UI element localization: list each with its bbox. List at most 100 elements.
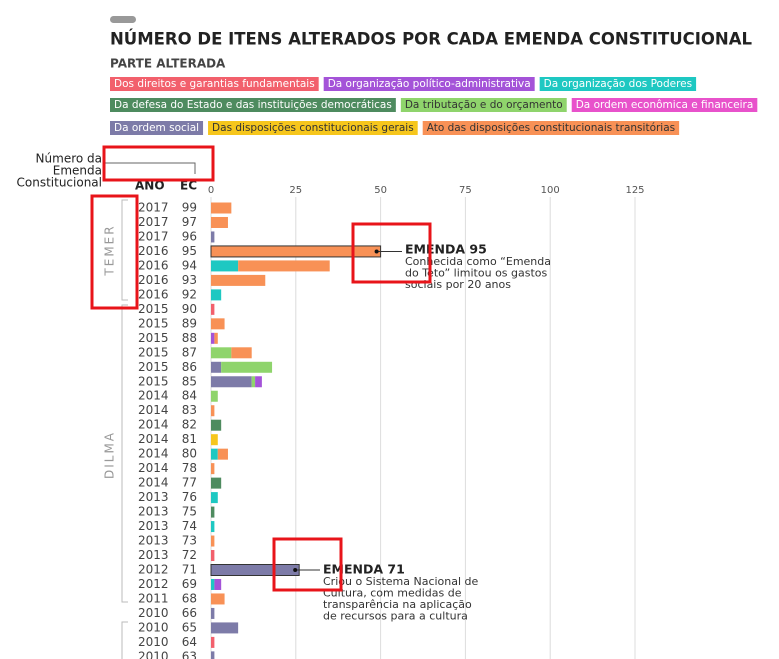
bar-segment [211, 303, 215, 315]
bar-segment [211, 463, 215, 475]
legend-swatch [323, 77, 535, 91]
year-label: 2010 [138, 649, 169, 659]
label-leader [104, 162, 196, 174]
year-label: 2014 [138, 476, 169, 490]
annotation-dot [374, 249, 379, 254]
year-label: 2014 [138, 461, 169, 475]
legend-label: Da organização político-administrativa [328, 78, 531, 90]
category-label: 84 [182, 389, 197, 403]
bar-segment [221, 361, 273, 373]
category-label: 90 [182, 302, 197, 316]
bar-segment [211, 332, 215, 344]
legend-label: Da ordem social [114, 122, 199, 134]
year-label: 2017 [138, 215, 169, 229]
annotation-text: transparência na aplicação [323, 598, 472, 611]
annotation-text: do Teto” limitou os gastos [405, 267, 548, 280]
legend-swatch [110, 121, 204, 135]
year-label: 2015 [138, 302, 169, 316]
category-label: 96 [182, 229, 197, 243]
bar-segment [211, 376, 252, 388]
legend-label: Ato das disposições constitucionais tran… [427, 122, 675, 134]
annotation-text: de recursos para a cultura [323, 610, 468, 623]
bar-segment [211, 405, 215, 417]
bar-segment [211, 593, 225, 605]
legend-label: Da defesa do Estado e das instituições d… [114, 99, 392, 111]
year-label: 2012 [138, 577, 169, 591]
year-label: 2016 [138, 258, 169, 272]
category-label: 82 [182, 418, 197, 432]
legend-label: Dos direitos e garantias fundamentais [114, 78, 315, 90]
era-bracket [121, 199, 128, 301]
bar-segment [211, 492, 218, 504]
year-header: ANO [135, 179, 165, 193]
category-label: 71 [182, 563, 197, 577]
x-tick-label: 0 [208, 185, 214, 196]
red-box [351, 222, 432, 284]
red-box [272, 537, 343, 592]
category-label: 85 [182, 374, 197, 388]
category-label: 73 [182, 534, 197, 548]
year-label: 2015 [138, 374, 169, 388]
category-label: 68 [182, 591, 197, 605]
legend-swatch [571, 98, 758, 112]
year-label: 2010 [138, 606, 169, 620]
era-label: TEMER [103, 224, 117, 276]
x-tick-label: 50 [374, 185, 387, 196]
category-label: 69 [182, 577, 197, 591]
year-label: 2015 [138, 360, 169, 374]
category-label: 86 [182, 360, 197, 374]
category-label: 66 [182, 606, 197, 620]
category-label: 94 [182, 258, 197, 272]
x-tick-label: 75 [459, 185, 472, 196]
category-label: 88 [182, 331, 197, 345]
legend-swatch [539, 77, 697, 91]
bar-segment [214, 578, 222, 590]
legend-title: PARTE ALTERADA [110, 57, 226, 71]
year-label: 2017 [138, 229, 169, 243]
year-label: 2014 [138, 403, 169, 417]
annotation-title: EMENDA 95 [405, 242, 487, 257]
bar-segment [211, 607, 215, 619]
bar-segment [211, 636, 215, 648]
year-label: 2014 [138, 389, 169, 403]
year-label: 2013 [138, 490, 169, 504]
bar-segment [211, 361, 222, 373]
legend-swatch [422, 121, 680, 135]
year-label: 2013 [138, 548, 169, 562]
year-label: 2010 [138, 635, 169, 649]
handle [110, 16, 136, 23]
bar-segment [211, 347, 232, 359]
x-tick-label: 100 [541, 185, 560, 196]
category-label: 87 [182, 345, 197, 359]
category-label: 83 [182, 403, 197, 417]
bar-segment [211, 274, 266, 286]
bar-segment [211, 622, 239, 634]
category-label: 99 [182, 201, 197, 215]
category-label: 78 [182, 461, 197, 475]
bar-segment [211, 578, 215, 590]
category-label: 64 [182, 635, 197, 649]
bar-segment [211, 448, 218, 460]
category-label: 93 [182, 273, 197, 287]
category-label: 92 [182, 287, 197, 301]
red-box [102, 145, 215, 182]
bar-segment [211, 419, 222, 431]
year-label: 2013 [138, 505, 169, 519]
bar-segment [211, 289, 222, 301]
category-label: 75 [182, 505, 197, 519]
bar-segment [231, 347, 252, 359]
annotation-dot [293, 568, 298, 572]
bar-segment [211, 245, 381, 257]
y-axis-label-line: Emenda [53, 164, 102, 178]
bar-segment [251, 376, 256, 388]
bar-segment [211, 318, 225, 330]
bar-segment [255, 376, 262, 388]
annotation-text: Criou o Sistema Nacional de [323, 575, 479, 588]
x-tick-label: 125 [625, 185, 644, 196]
era-bracket [121, 621, 128, 659]
legend-swatch [110, 77, 319, 91]
category-label: 74 [182, 519, 197, 533]
y-axis-label-line: Número da [36, 152, 102, 166]
year-label: 2016 [138, 273, 169, 287]
